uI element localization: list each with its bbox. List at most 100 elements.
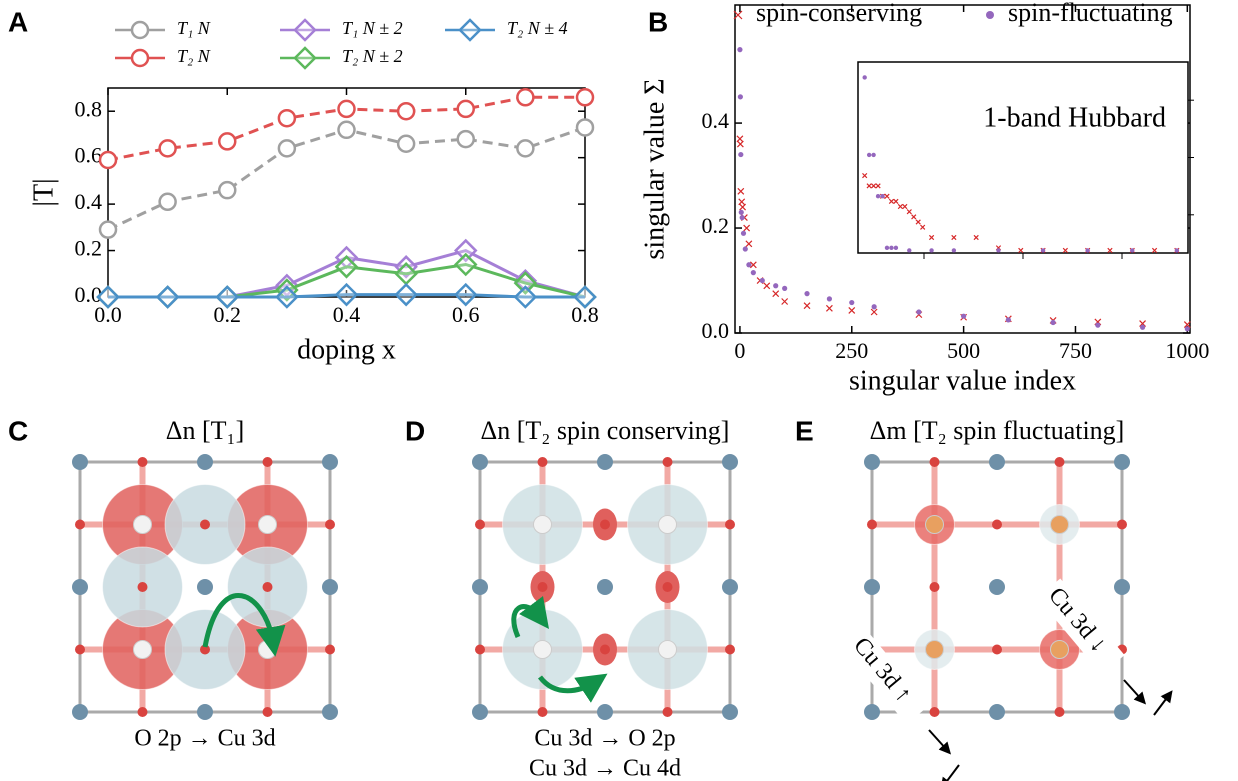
atom [1050,515,1069,534]
marker [396,134,416,153]
atom [537,582,548,592]
marker [456,129,475,149]
atom [133,640,152,659]
marker [733,10,743,20]
x-tick-label: 1000 [1165,338,1209,363]
marker [996,248,1001,253]
atom [325,519,335,530]
marker [215,285,240,309]
marker [575,88,595,107]
atom [992,519,1002,530]
atom [989,704,1005,720]
marker [130,20,150,40]
y-tick-label: 0.2 [75,236,103,261]
marker [456,99,475,119]
marker [96,285,120,309]
panel-title: Δm [T₂ spin fluctuating] [870,416,1125,445]
atom [322,454,338,470]
atom [725,519,735,530]
marker [130,48,150,68]
legend-label: T₁ N ± 2 [342,18,403,38]
atom [925,515,944,534]
marker [893,245,899,251]
atom [472,704,488,720]
y-axis-label: singular value Σ [639,78,670,259]
marker [1151,247,1158,254]
atom [262,582,273,592]
panel-label: D [405,415,425,446]
atom [75,519,85,530]
label-bg [1037,578,1125,675]
marker [951,234,957,241]
atom [600,519,610,530]
atom [1050,640,1069,659]
marker [453,238,478,263]
atom [262,457,273,467]
marker [453,252,478,277]
marker [1095,322,1101,328]
legend-label: spin-conserving [756,0,922,27]
marker [453,282,478,307]
marker [1130,248,1135,253]
atom [989,579,1005,595]
panel-caption: O 2p → Cu 3d [134,726,275,752]
marker [875,194,881,199]
marker [906,209,912,215]
marker [743,224,751,232]
marker [848,307,856,314]
marker [575,118,595,137]
marker [772,290,780,298]
x-tick-label: 0 [734,338,745,363]
marker [1139,320,1147,327]
marker [742,246,748,252]
marker [803,302,811,310]
marker [158,192,177,212]
marker [889,245,894,251]
panel-caption: Cu 3d → O 2p [534,726,675,752]
y-tick-label: 0.6 [75,143,103,168]
x-tick-label: 500 [947,338,980,363]
panel-label: B [648,6,668,37]
atom [72,579,88,595]
atom [1114,454,1130,470]
atom [475,644,485,655]
atom [662,582,673,592]
marker [739,203,747,211]
atom [1114,579,1130,595]
marker [738,151,744,158]
marker [928,234,935,241]
marker [737,94,743,100]
marker [825,304,833,312]
marker [804,291,810,297]
marker [275,285,299,309]
atom [992,644,1002,655]
atom [597,454,613,470]
atom [597,704,613,720]
atom [472,454,488,470]
marker [781,298,789,305]
marker [293,46,317,70]
marker [907,248,912,253]
marker [740,230,747,236]
panel-caption: Cu 3d → Cu 4d [529,756,681,781]
marker [884,245,890,251]
marker [334,255,359,279]
marker [902,203,908,210]
marker [849,299,855,306]
atom [197,704,213,720]
marker [1040,248,1046,253]
marker [458,18,482,42]
marker [1005,317,1011,323]
atom [662,457,673,467]
atom [537,707,548,717]
series-line [108,293,585,299]
atom [75,644,85,655]
marker [573,285,597,309]
legend-label: T₁ N [177,18,211,38]
y-tick-label: 0.0 [702,318,730,343]
marker [749,261,757,269]
y-tick-label: 0.4 [702,108,730,133]
atom [929,582,940,592]
marker [394,282,418,307]
marker [1184,326,1190,332]
